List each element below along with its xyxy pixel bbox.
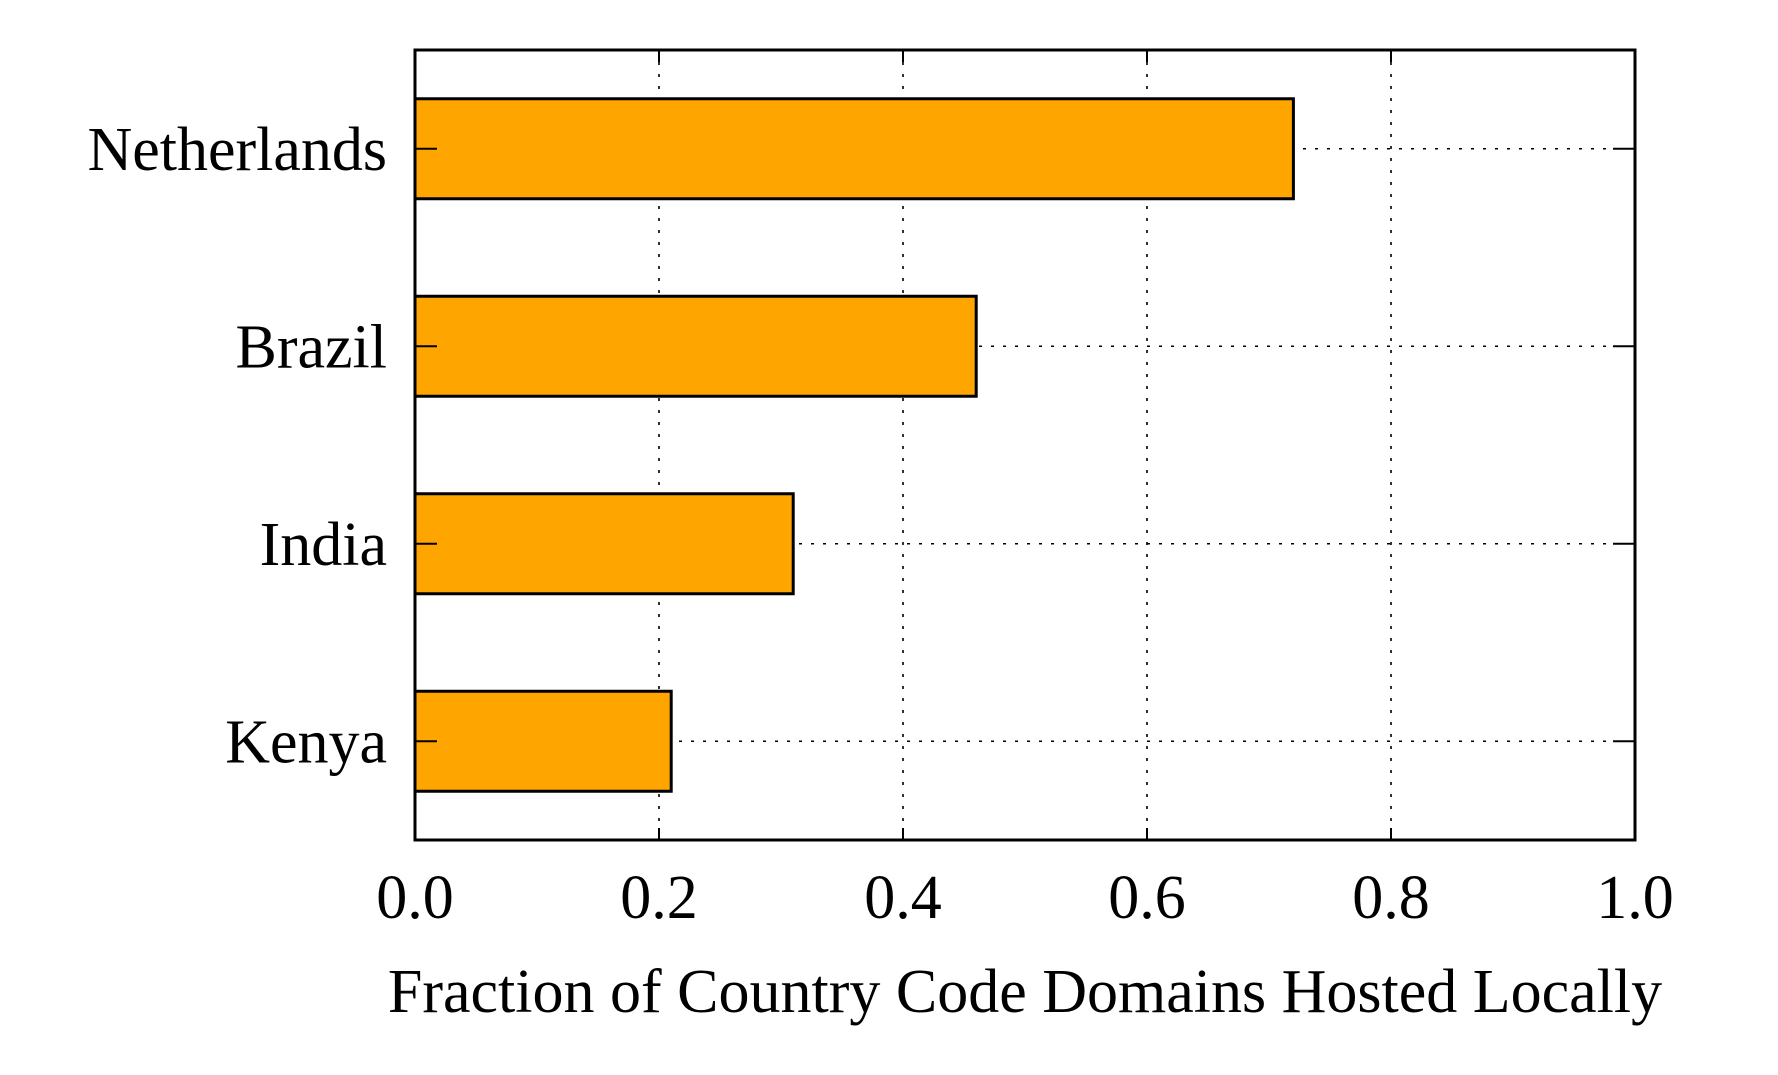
x-tick-label: 1.0 — [1596, 864, 1674, 932]
x-tick-label: 0.4 — [864, 864, 942, 932]
bar-brazil — [413, 294, 978, 398]
category-label-netherlands: Netherlands — [87, 116, 387, 184]
bar-kenya — [413, 689, 673, 793]
category-label-india: India — [260, 511, 387, 579]
bar-layer — [413, 97, 1295, 793]
x-tick-label: 0.8 — [1352, 864, 1430, 932]
category-label-brazil: Brazil — [236, 313, 388, 381]
x-tick-label: 0.2 — [620, 864, 698, 932]
x-tick-label: 0.0 — [376, 864, 454, 932]
bar-netherlands — [413, 97, 1295, 201]
category-label-kenya: Kenya — [225, 708, 387, 776]
label-layer: 0.0 0.2 0.4 0.6 0.8 1.0 Netherlands Brazil India… — [87, 116, 1673, 932]
tick-layer — [414, 50, 1636, 840]
x-axis-title: Fraction of Country Code Domains Hosted … — [388, 958, 1662, 1026]
plot-frame — [413, 48, 1637, 842]
bar-india — [413, 492, 795, 596]
x-tick-label: 0.6 — [1108, 864, 1186, 932]
